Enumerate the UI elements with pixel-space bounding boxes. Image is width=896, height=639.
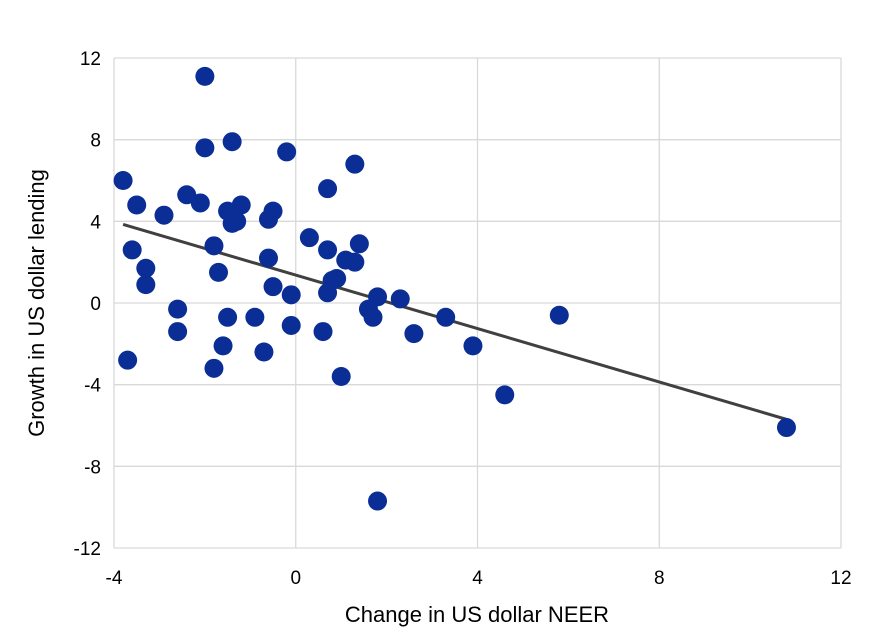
trendline — [122, 222, 787, 421]
data-point — [204, 236, 224, 256]
data-point — [195, 138, 215, 158]
data-point — [349, 234, 369, 254]
y-tick-label: 0 — [90, 294, 101, 315]
data-point — [331, 367, 351, 386]
data-point — [195, 66, 215, 86]
data-point — [136, 275, 156, 295]
data-point — [254, 342, 274, 362]
data-point — [299, 228, 319, 248]
data-point — [363, 307, 383, 327]
data-point — [345, 252, 365, 272]
x-tick-label: 8 — [654, 568, 665, 589]
y-tick-label: -8 — [84, 457, 101, 478]
x-tick-label: -4 — [106, 568, 123, 589]
data-point — [122, 240, 142, 260]
y-axis-title: Growth in US dollar lending — [24, 169, 49, 437]
data-point — [368, 491, 388, 511]
data-point — [168, 322, 188, 342]
data-point — [263, 277, 283, 297]
data-point — [549, 305, 569, 325]
x-tick-label: 0 — [290, 568, 301, 589]
data-point — [404, 324, 424, 344]
y-tick-label: 12 — [80, 49, 101, 70]
data-point — [258, 209, 278, 229]
y-tick-label: 4 — [90, 212, 101, 233]
data-point — [281, 315, 301, 335]
data-point — [318, 179, 338, 199]
data-point — [154, 205, 174, 225]
data-point — [776, 418, 796, 438]
data-point — [258, 248, 278, 268]
data-point — [277, 142, 297, 162]
x-tick-label: 4 — [472, 568, 483, 589]
data-points — [113, 66, 796, 511]
y-tick-label: -12 — [74, 539, 101, 560]
data-point — [345, 154, 365, 174]
data-point — [318, 240, 338, 260]
data-point — [168, 299, 188, 319]
data-point — [436, 307, 456, 327]
data-point — [213, 336, 233, 356]
data-point — [204, 358, 224, 378]
data-point — [136, 258, 156, 278]
data-point — [209, 262, 229, 282]
x-axis-title: Change in US dollar NEER — [345, 602, 609, 627]
data-point — [245, 307, 265, 327]
data-point — [113, 171, 133, 190]
tick-labels: -12 -8 -4 0 4 8 12 -4 0 4 8 12 — [74, 49, 852, 589]
data-point — [127, 195, 147, 215]
data-point — [390, 289, 410, 309]
data-point — [318, 283, 338, 303]
data-point — [118, 350, 138, 370]
data-point — [177, 185, 197, 205]
data-point — [222, 132, 242, 152]
y-tick-label: -4 — [84, 376, 101, 397]
data-point — [218, 307, 238, 327]
data-point — [190, 193, 210, 213]
data-point — [463, 336, 483, 356]
data-point — [281, 285, 301, 305]
data-point — [313, 322, 333, 342]
data-point — [222, 213, 242, 233]
x-tick-label: 12 — [830, 568, 851, 589]
gridlines — [113, 57, 842, 549]
y-tick-label: 8 — [90, 131, 101, 152]
data-point — [495, 385, 515, 405]
trendline-layer — [122, 222, 787, 421]
